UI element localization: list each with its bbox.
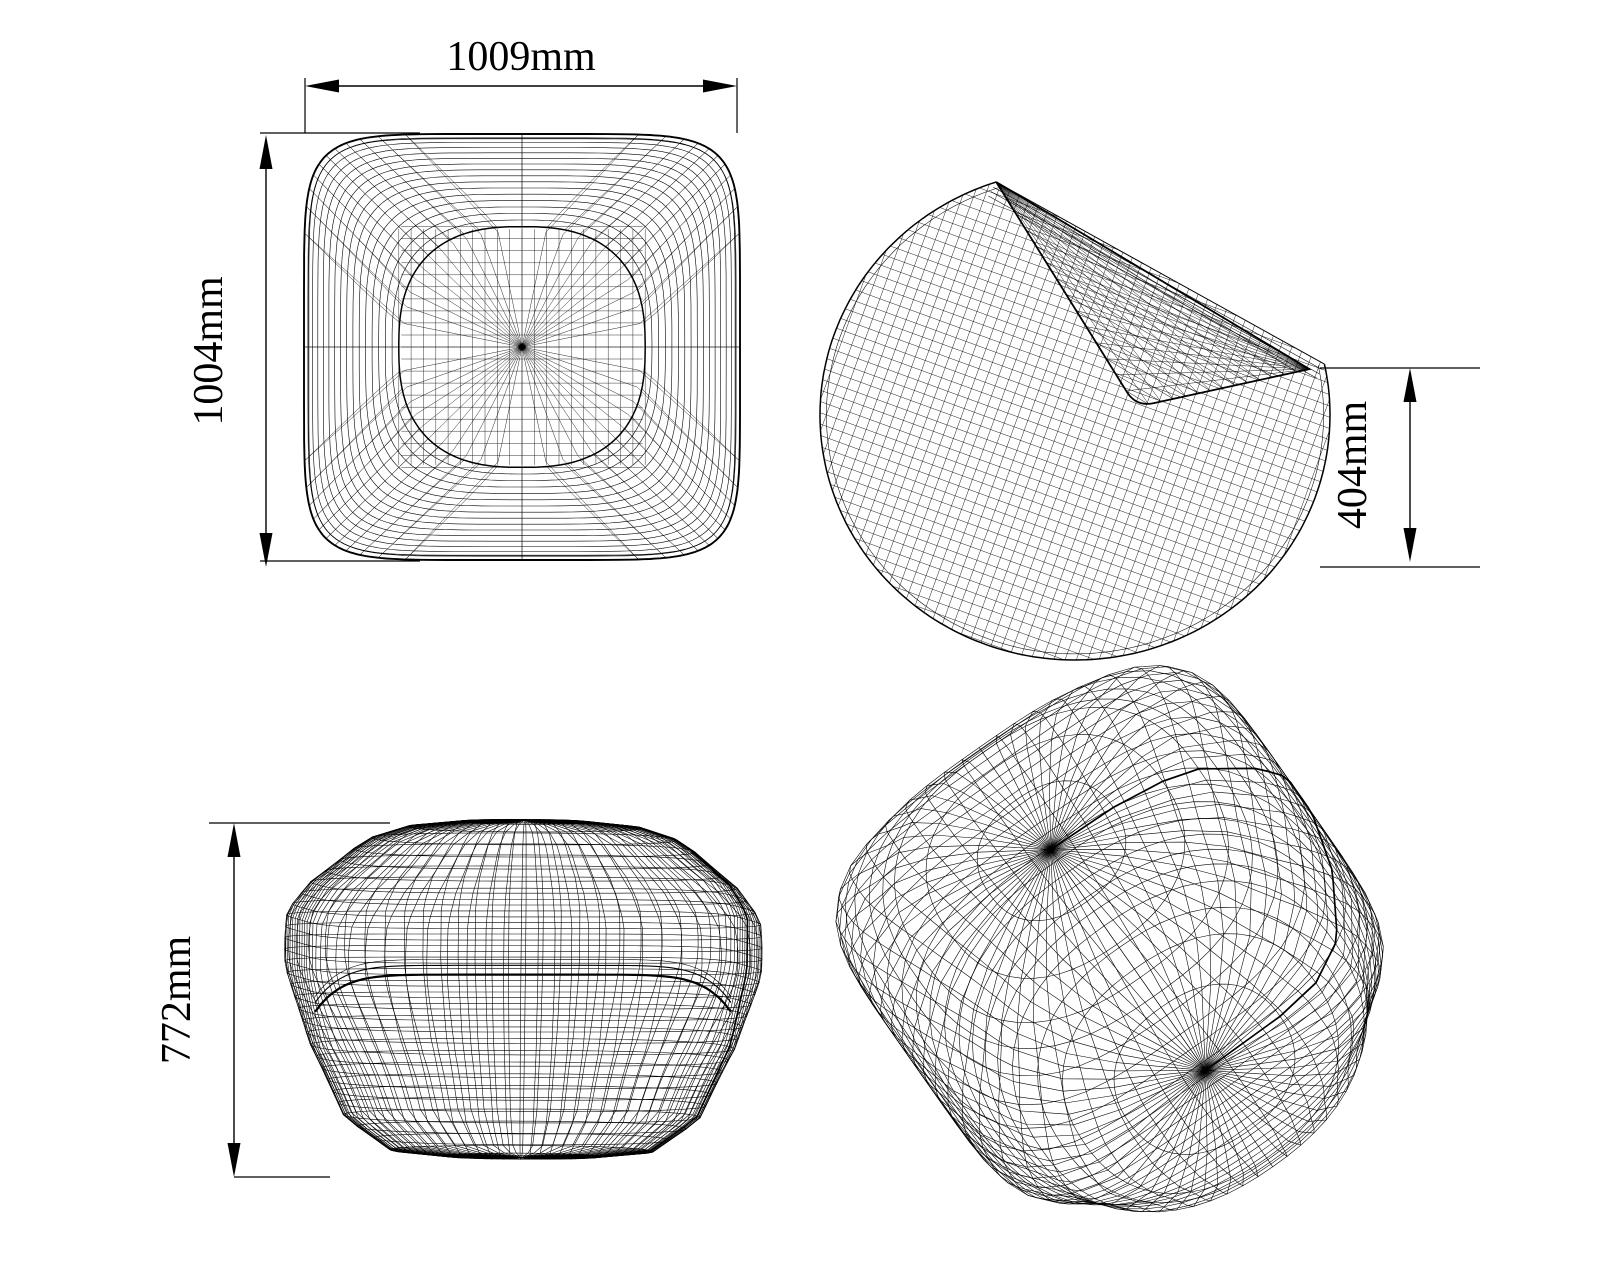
- svg-text:1009mm: 1009mm: [446, 34, 596, 80]
- svg-text:1004mm: 1004mm: [186, 276, 232, 426]
- svg-text:404mm: 404mm: [1330, 401, 1376, 530]
- svg-text:772mm: 772mm: [154, 936, 200, 1065]
